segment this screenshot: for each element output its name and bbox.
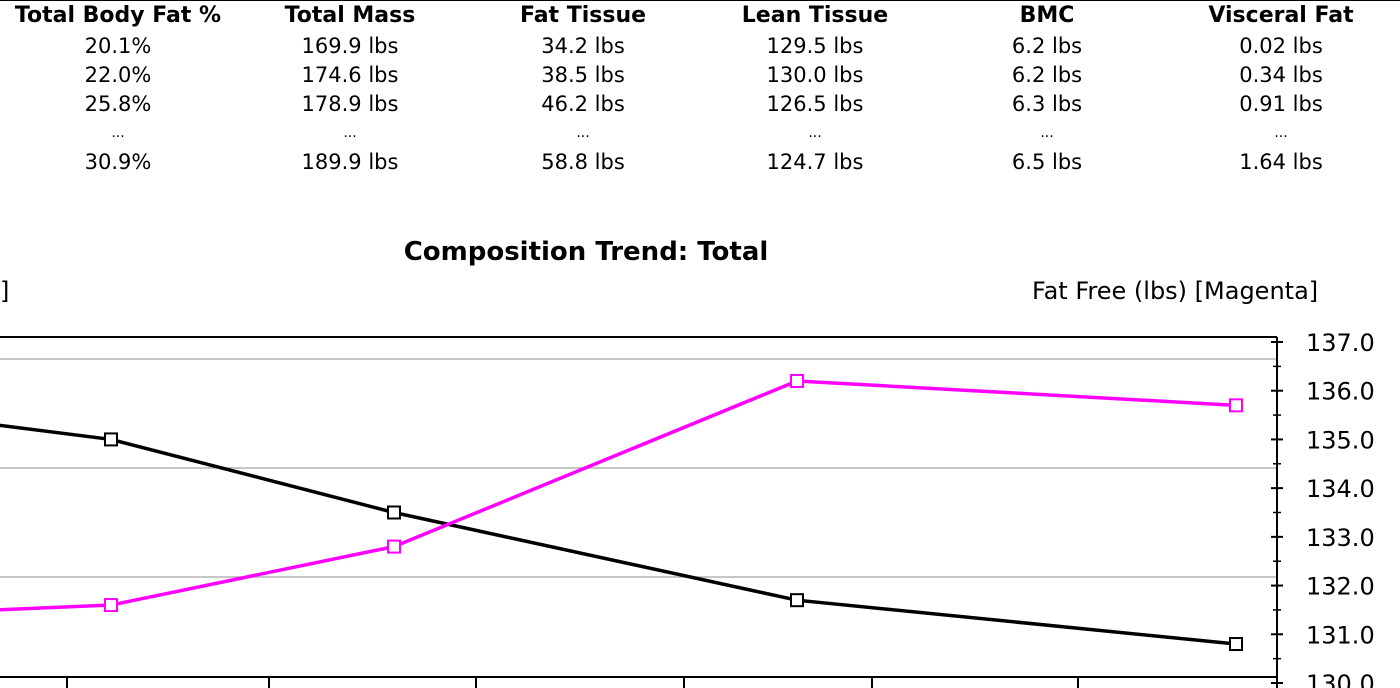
column-total-body-fat: Total Body Fat % 20.1% 22.0% 25.8% ... 3… — [8, 2, 228, 177]
right-axis-tick-label: 131.0 — [1306, 621, 1375, 649]
magenta-series-point — [790, 373, 804, 388]
column-header: BMC — [1019, 3, 1075, 28]
table-cell: 189.9 lbs — [301, 150, 399, 174]
table-cell: 6.2 lbs — [1011, 63, 1083, 87]
table-cell: ... — [1040, 125, 1054, 141]
table-cell: 130.0 lbs — [766, 63, 864, 87]
table-cell: 0.02 lbs — [1239, 34, 1323, 58]
magenta-series-point — [1229, 398, 1243, 413]
black-series-point — [1229, 637, 1243, 652]
table-cell: 58.8 lbs — [541, 150, 625, 174]
table-cell: ... — [808, 125, 822, 141]
right-axis-tick-label: 135.0 — [1306, 426, 1375, 454]
right-axis-tick-label: 137.0 — [1306, 329, 1375, 357]
left-axis-label-fragment: ] — [0, 277, 10, 305]
right-axis-tick-label: 134.0 — [1306, 475, 1375, 503]
table-cell: 126.5 lbs — [766, 92, 864, 116]
table-cell: ... — [111, 125, 125, 141]
black-series-point — [387, 505, 401, 520]
table-cell: 30.9% — [84, 150, 152, 174]
table-cell: 38.5 lbs — [541, 63, 625, 87]
column-visceral-fat: Visceral Fat 0.02 lbs 0.34 lbs 0.91 lbs … — [1171, 2, 1391, 177]
column-header: Lean Tissue — [741, 3, 889, 28]
column-lean-tissue: Lean Tissue 129.5 lbs 130.0 lbs 126.5 lb… — [705, 2, 925, 177]
chart-title: Composition Trend: Total — [403, 237, 769, 267]
table-cell: 129.5 lbs — [766, 34, 864, 58]
table-cell: 1.64 lbs — [1239, 150, 1323, 174]
table-cell: 178.9 lbs — [301, 92, 399, 116]
black-series-line — [0, 423, 1237, 646]
table-cell: 124.7 lbs — [766, 150, 864, 174]
right-axis-tick-label: 133.0 — [1306, 524, 1375, 552]
table-cell: 174.6 lbs — [301, 63, 399, 87]
table-cell: 6.5 lbs — [1011, 150, 1083, 174]
column-header: Fat Tissue — [519, 3, 647, 28]
right-axis-label: Fat Free (lbs) [Magenta] — [1032, 277, 1319, 305]
right-axis-tick-label: 136.0 — [1306, 378, 1375, 406]
table-cell: 34.2 lbs — [541, 34, 625, 58]
column-header: Total Mass — [284, 3, 416, 28]
column-header: Total Body Fat % — [14, 3, 222, 28]
table-cell: 20.1% — [84, 34, 152, 58]
table-cell: 6.3 lbs — [1011, 92, 1083, 116]
right-axis-tick-label: 130.0 — [1306, 670, 1375, 688]
column-fat-tissue: Fat Tissue 34.2 lbs 38.5 lbs 46.2 lbs ..… — [473, 2, 693, 177]
table-cell: 25.8% — [84, 92, 152, 116]
column-bmc: BMC 6.2 lbs 6.2 lbs 6.3 lbs ... 6.5 lbs — [937, 2, 1157, 177]
magenta-series-point — [104, 598, 118, 613]
magenta-series-point — [387, 539, 401, 554]
black-series-point — [104, 432, 118, 447]
magenta-series-line — [0, 379, 1237, 612]
table-cell: 169.9 lbs — [301, 34, 399, 58]
table-cell: 22.0% — [84, 63, 152, 87]
column-total-mass: Total Mass 169.9 lbs 174.6 lbs 178.9 lbs… — [240, 2, 460, 177]
black-series-point — [790, 593, 804, 608]
table-cell: ... — [576, 125, 590, 141]
table-top-border — [0, 0, 1400, 1]
table-cell: 0.34 lbs — [1239, 63, 1323, 87]
table-cell: 6.2 lbs — [1011, 34, 1083, 58]
right-axis-tick-label: 132.0 — [1306, 573, 1375, 601]
table-cell: ... — [343, 125, 357, 141]
table-cell: ... — [1274, 125, 1288, 141]
table-cell: 46.2 lbs — [541, 92, 625, 116]
column-header: Visceral Fat — [1208, 3, 1354, 28]
table-cell: 0.91 lbs — [1239, 92, 1323, 116]
